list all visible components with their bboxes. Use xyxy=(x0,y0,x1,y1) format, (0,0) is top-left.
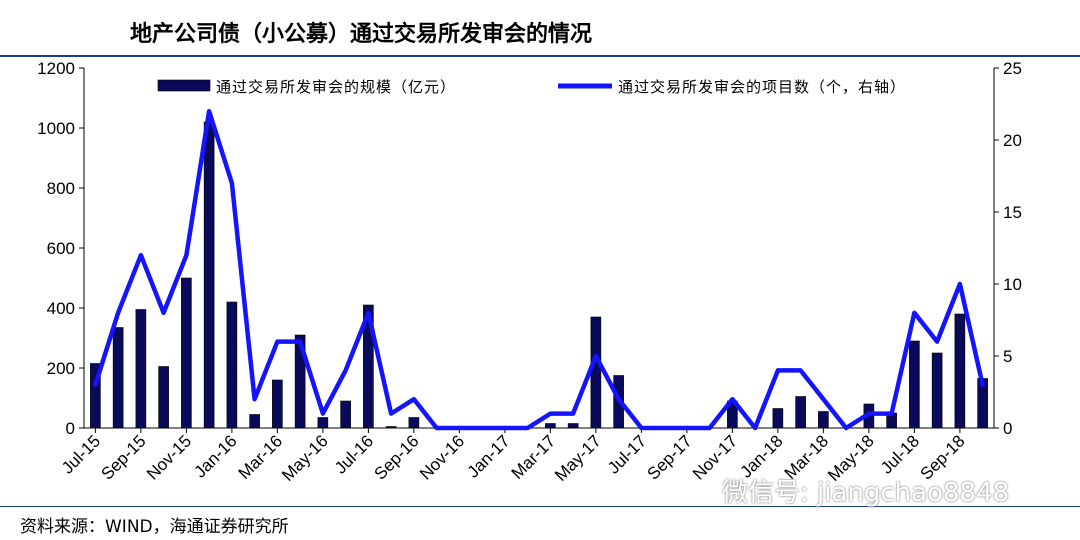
bar-scale xyxy=(795,396,806,429)
x-tick-label: May-17 xyxy=(551,431,605,485)
x-tick-label: Nov-15 xyxy=(143,431,195,483)
left-y-tick-label: 200 xyxy=(47,359,75,378)
bar-scale xyxy=(135,309,147,429)
bar-scale xyxy=(818,411,829,429)
x-tick-label: Jan-17 xyxy=(464,431,514,481)
chart-title: 地产公司债（小公募）通过交易所发审会的情况 xyxy=(130,22,593,47)
bar-scale xyxy=(363,304,374,429)
source-note: 资料来源：WIND，海通证券研究所 xyxy=(20,517,289,537)
bar-scale xyxy=(249,414,260,429)
bar-scale xyxy=(340,400,351,429)
x-tick-label: May-16 xyxy=(278,431,332,485)
bar-scale xyxy=(408,417,420,429)
x-tick-label: Sep-16 xyxy=(370,431,422,483)
watermark-text: 微信号: jiangchao8848 xyxy=(722,478,1010,508)
bar-scale xyxy=(567,423,579,429)
line-project-count xyxy=(93,108,985,431)
x-tick-label: Nov-16 xyxy=(416,431,468,483)
legend-line-label: 通过交易所发审会的项目数（个，右轴） xyxy=(618,78,906,96)
bar-scale xyxy=(181,277,192,429)
x-tick-label: Mar-17 xyxy=(508,431,560,483)
bar-scale xyxy=(203,121,215,429)
title-bar: 地产公司债（小公募）通过交易所发审会的情况 xyxy=(0,0,1080,57)
bar-scale xyxy=(90,363,101,429)
left-y-tick-label: 600 xyxy=(47,239,75,258)
bar-scale xyxy=(112,327,124,429)
bar-scale xyxy=(158,366,169,429)
left-y-tick-label: 0 xyxy=(66,419,75,438)
right-y-tick-label: 25 xyxy=(1003,59,1022,78)
bar-scale xyxy=(954,313,966,429)
bar-scale xyxy=(272,379,283,429)
right-y-tick-label: 15 xyxy=(1003,203,1022,222)
right-y-tick-label: 0 xyxy=(1003,419,1012,438)
footer-divider xyxy=(0,506,1080,507)
bar-scale xyxy=(590,316,602,429)
bar-scale xyxy=(317,417,329,429)
legend-bar-swatch xyxy=(157,79,211,92)
x-tick-label: Mar-16 xyxy=(235,431,287,483)
left-y-tick-label: 400 xyxy=(47,299,75,318)
x-tick-label: Sep-15 xyxy=(97,431,149,483)
left-y-tick-label: 1000 xyxy=(37,119,75,138)
bar-scale xyxy=(909,340,920,429)
plot-area: 0200400600800100012000510152025Jul-15Sep… xyxy=(37,59,1022,485)
right-y-tick-label: 10 xyxy=(1003,275,1022,294)
right-y-tick-label: 5 xyxy=(1003,347,1012,366)
bar-scale xyxy=(545,423,556,429)
bar-scale xyxy=(294,334,306,429)
left-y-tick-label: 1200 xyxy=(37,59,75,78)
title-divider xyxy=(0,55,1080,57)
x-tick-label: Jan-16 xyxy=(191,431,241,481)
left-y-tick-label: 800 xyxy=(47,179,75,198)
legend-bar-label: 通过交易所发审会的规模（亿元） xyxy=(216,78,456,96)
x-tick-label: Sep-17 xyxy=(643,431,695,483)
right-y-tick-label: 20 xyxy=(1003,131,1022,150)
bar-scale xyxy=(772,408,784,429)
bar-scale xyxy=(931,352,943,429)
bar-scale xyxy=(385,426,397,429)
bar-scale xyxy=(226,301,238,429)
